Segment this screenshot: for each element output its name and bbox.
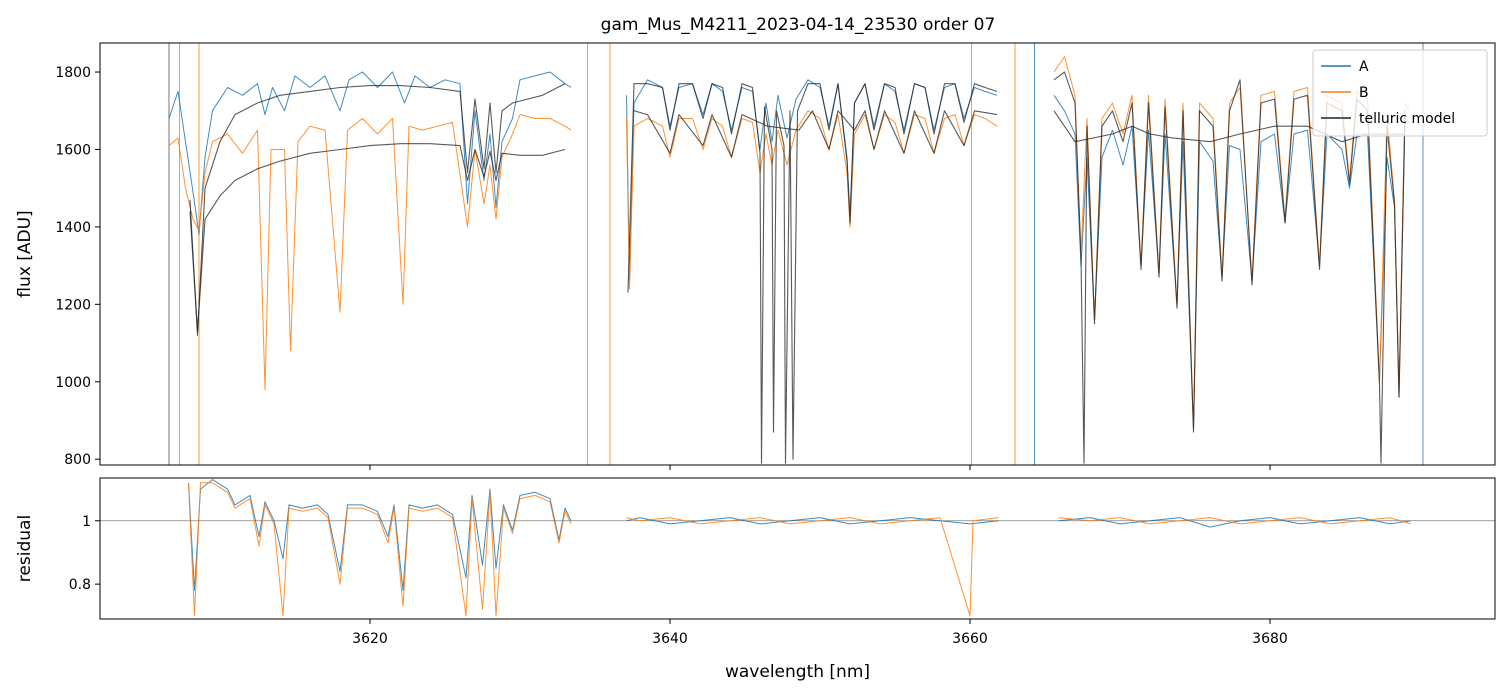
y-tick-label: 1000	[55, 375, 91, 391]
chart-title: gam_Mus_M4211_2023-04-14_23530 order 07	[601, 15, 996, 35]
x-tick-label: 3620	[352, 631, 388, 647]
y-axis-label: residual	[15, 515, 35, 582]
series-a-line	[1053, 95, 1410, 429]
plot-area	[100, 479, 1495, 617]
legend-label: A	[1359, 59, 1369, 75]
y-tick-label: 1800	[55, 65, 91, 81]
series-b-line	[626, 110, 998, 290]
series-telluric-model-line	[189, 143, 566, 332]
axes-frame	[99, 477, 1496, 620]
series-a-line	[626, 79, 998, 282]
series-telluric-model-line	[1053, 110, 1405, 143]
x-tick-label: 3640	[652, 631, 688, 647]
series-a-line	[188, 479, 572, 591]
series-a-line	[626, 517, 999, 525]
legend-label: B	[1359, 85, 1369, 101]
y-axis-label: flux [ADU]	[15, 210, 35, 297]
plot-area	[168, 43, 1424, 465]
series-b-line	[626, 517, 999, 617]
x-axis-label: wavelength [nm]	[725, 662, 870, 682]
series-a-line	[1058, 517, 1412, 528]
x-tick-label: 3680	[1252, 631, 1288, 647]
y-tick-label: 1400	[55, 220, 91, 236]
y-tick-label: 1	[82, 514, 91, 530]
y-tick-label: 800	[64, 452, 91, 468]
flux-panel: 800 1000 1200 1400 1600 1800 flux [ADU]	[15, 42, 1496, 470]
series-b-line	[168, 114, 572, 390]
y-tick-label: 1600	[55, 142, 91, 158]
series-telluric-model-line	[189, 83, 566, 336]
series-b-line	[188, 482, 572, 617]
series-telluric-model-line	[633, 110, 998, 158]
y-tick-label: 1200	[55, 297, 91, 313]
residual-panel: 0.8 1 3620 3640 3660 3680 residual wavelength […	[15, 477, 1496, 682]
axes-frame	[99, 42, 1496, 466]
series-b-line	[1058, 517, 1412, 525]
y-tick-label: 0.8	[69, 577, 91, 593]
legend-box	[1312, 49, 1488, 137]
series-telluric-model-line	[627, 83, 998, 464]
series-a-line	[168, 71, 572, 236]
legend-label: telluric model	[1359, 111, 1455, 127]
x-tick-label: 3660	[952, 631, 988, 647]
